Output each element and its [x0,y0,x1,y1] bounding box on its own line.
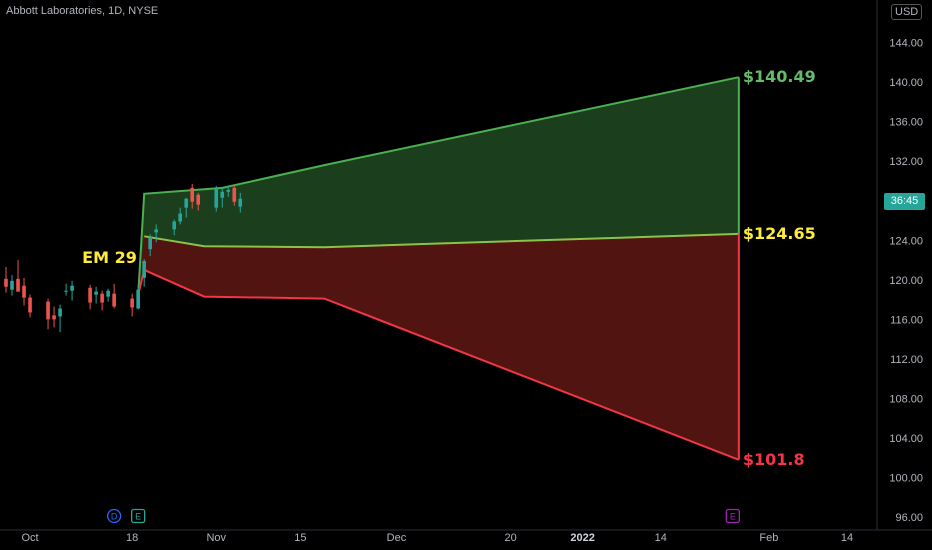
candle-body [46,301,50,320]
time-axis[interactable]: Oct 18 Nov 15 Dec 20 2022 14 Feb 14 [21,532,853,544]
candle-body [70,285,74,291]
price-tick-label: 140.00 [889,77,923,89]
time-tick-label: Feb [759,532,778,544]
candle-body [130,298,134,308]
mid-band-line [144,232,739,249]
price-tick-label: 96.00 [895,512,923,524]
price-tick-label: 104.00 [889,433,923,445]
earnings-marker-icon [725,508,740,524]
candle-body [178,213,183,222]
candle-body [106,290,110,297]
candle-body [190,187,195,202]
lower-target-label: $101.8 [742,449,805,469]
candle-body [172,221,177,230]
time-tick-label: 20 [504,532,516,544]
event-marker-label: E [135,512,141,522]
symbol-title: Abbott Laboratories, 1D, NYSE [6,5,159,17]
candle-body [100,293,104,303]
candle-body [52,315,56,320]
event-marker-label: D [111,512,118,522]
mid-target-label: $124.65 [742,223,816,243]
price-axis[interactable]: 96.00 100.00 104.00 108.00 112.00 116.00 120.0… [889,38,923,525]
candle-body [10,280,14,290]
candle-body [88,287,92,303]
time-tick-label: 14 [655,532,667,544]
candle-body [22,285,26,298]
time-tick-label: 15 [294,532,306,544]
time-tick-label: Dec [387,532,407,544]
upper-band-fill [138,77,739,295]
upper-target-label: $140.49 [742,67,816,87]
price-tick-label: 112.00 [890,354,923,366]
currency-button[interactable]: USD [891,4,923,20]
price-tick-label: 108.00 [889,393,923,405]
time-tick-label: 18 [126,532,138,544]
lower-band-fill [138,233,739,460]
candle-body [238,198,243,207]
candle-body [148,237,152,250]
earnings-marker-icon [131,508,146,524]
candle-body [136,289,140,309]
time-tick-label: Oct [21,532,38,544]
candle-body [112,293,116,307]
candle-body [16,278,20,292]
candle-body [232,187,237,202]
price-tick-label: 132.00 [889,156,923,168]
price-tick-label: 116.00 [890,314,923,326]
price-tick-label: 100.00 [889,473,923,485]
candle-body [196,194,201,205]
candle-body [214,188,219,208]
candle-body [94,291,98,295]
price-tick-label: 124.00 [889,235,923,247]
time-tick-label: 2022 [570,532,594,544]
candle-body [154,229,158,233]
candle-body [220,191,225,198]
candle-body [142,261,146,278]
candle-body [184,198,189,208]
dividend-marker-icon [106,508,122,524]
price-tick-label: 144.00 [889,38,923,50]
candle-body [28,297,32,313]
price-tick-label: 120.00 [889,275,923,287]
candle-body [226,189,231,192]
candle-body [4,278,8,287]
lower-band-line [137,268,740,461]
time-tick-label: 14 [841,532,853,544]
event-marker-label: E [730,512,736,522]
price-tick-label: 136.00 [889,117,923,129]
current-price-tag: 36:45 [884,193,925,210]
time-tick-label: Nov [206,532,226,544]
em-label: EM 29 [82,248,137,268]
candlestick-series [4,183,243,333]
candle-body [58,308,62,317]
candle-body [64,290,68,292]
